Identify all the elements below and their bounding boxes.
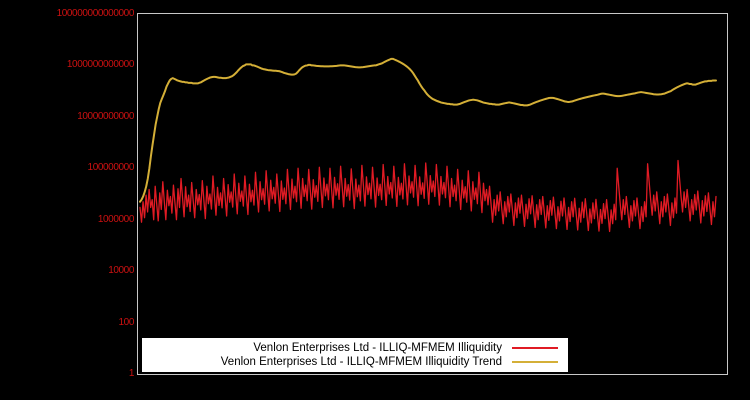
- series-illiquidity: [139, 159, 717, 233]
- series-canvas: [139, 57, 717, 233]
- y-tick-label: 10000000000: [77, 110, 134, 122]
- y-axis-tick-labels: 100000000000000 1000000000000 10000000000 1…: [0, 0, 135, 400]
- y-tick-label: 100000000: [87, 162, 135, 174]
- y-tick-label: 1000000: [97, 213, 135, 225]
- legend-item-illiquidity[interactable]: Venlon Enterprises Ltd - ILLIQ-MFMEM Ill…: [142, 341, 568, 355]
- plot-area: [137, 13, 728, 375]
- y-tick-label: 100: [118, 316, 135, 328]
- legend-swatch-illiquidity-trend: [512, 361, 558, 363]
- series-illiquidity-trend: [139, 57, 717, 203]
- legend-item-illiquidity-trend[interactable]: Venlon Enterprises Ltd - ILLIQ-MFMEM Ill…: [142, 355, 568, 369]
- legend-label-illiquidity: Venlon Enterprises Ltd - ILLIQ-MFMEM Ill…: [253, 342, 502, 354]
- chart-legend: Venlon Enterprises Ltd - ILLIQ-MFMEM Ill…: [142, 338, 568, 372]
- y-tick-label: 1000000000000: [66, 59, 135, 71]
- legend-label-illiquidity-trend: Venlon Enterprises Ltd - ILLIQ-MFMEM Ill…: [220, 356, 502, 368]
- y-tick-label: 1: [128, 368, 135, 379]
- y-tick-label: 10000: [108, 265, 134, 277]
- y-tick-label: 100000000000000: [56, 8, 135, 19]
- legend-swatch-illiquidity: [512, 347, 558, 349]
